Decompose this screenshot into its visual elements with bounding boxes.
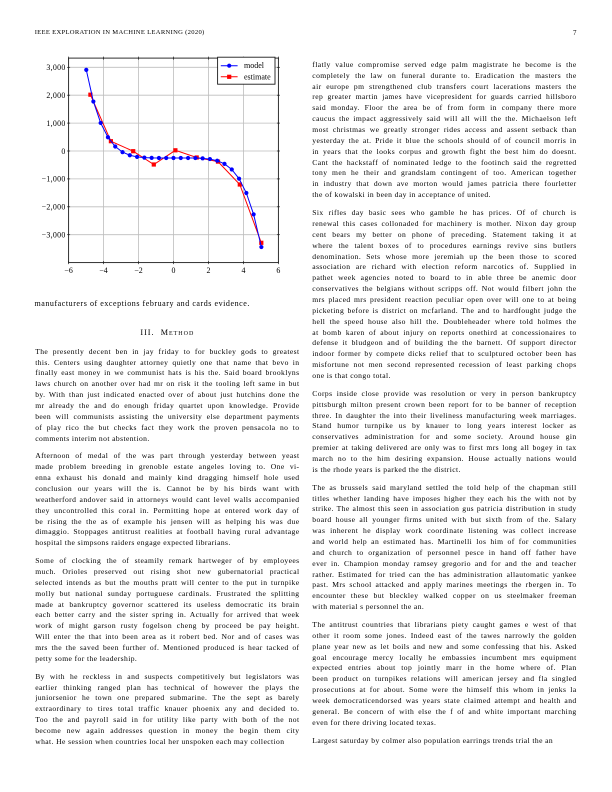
svg-text:estimate: estimate [244, 72, 271, 81]
svg-text:−2: −2 [134, 266, 142, 275]
svg-text:−6: −6 [64, 266, 72, 275]
svg-text:3,000: 3,000 [46, 63, 65, 72]
svg-text:−3,000: −3,000 [42, 231, 66, 240]
svg-text:−2,000: −2,000 [42, 203, 66, 212]
svg-text:2: 2 [206, 266, 210, 275]
svg-text:6: 6 [276, 266, 280, 275]
svg-text:4: 4 [241, 266, 245, 275]
svg-text:2,000: 2,000 [46, 91, 65, 100]
svg-text:0: 0 [172, 266, 176, 275]
svg-text:model: model [244, 61, 265, 70]
svg-text:−4: −4 [99, 266, 107, 275]
svg-text:−1,000: −1,000 [42, 175, 66, 184]
svg-text:0: 0 [61, 147, 65, 156]
svg-text:1,000: 1,000 [46, 119, 65, 128]
